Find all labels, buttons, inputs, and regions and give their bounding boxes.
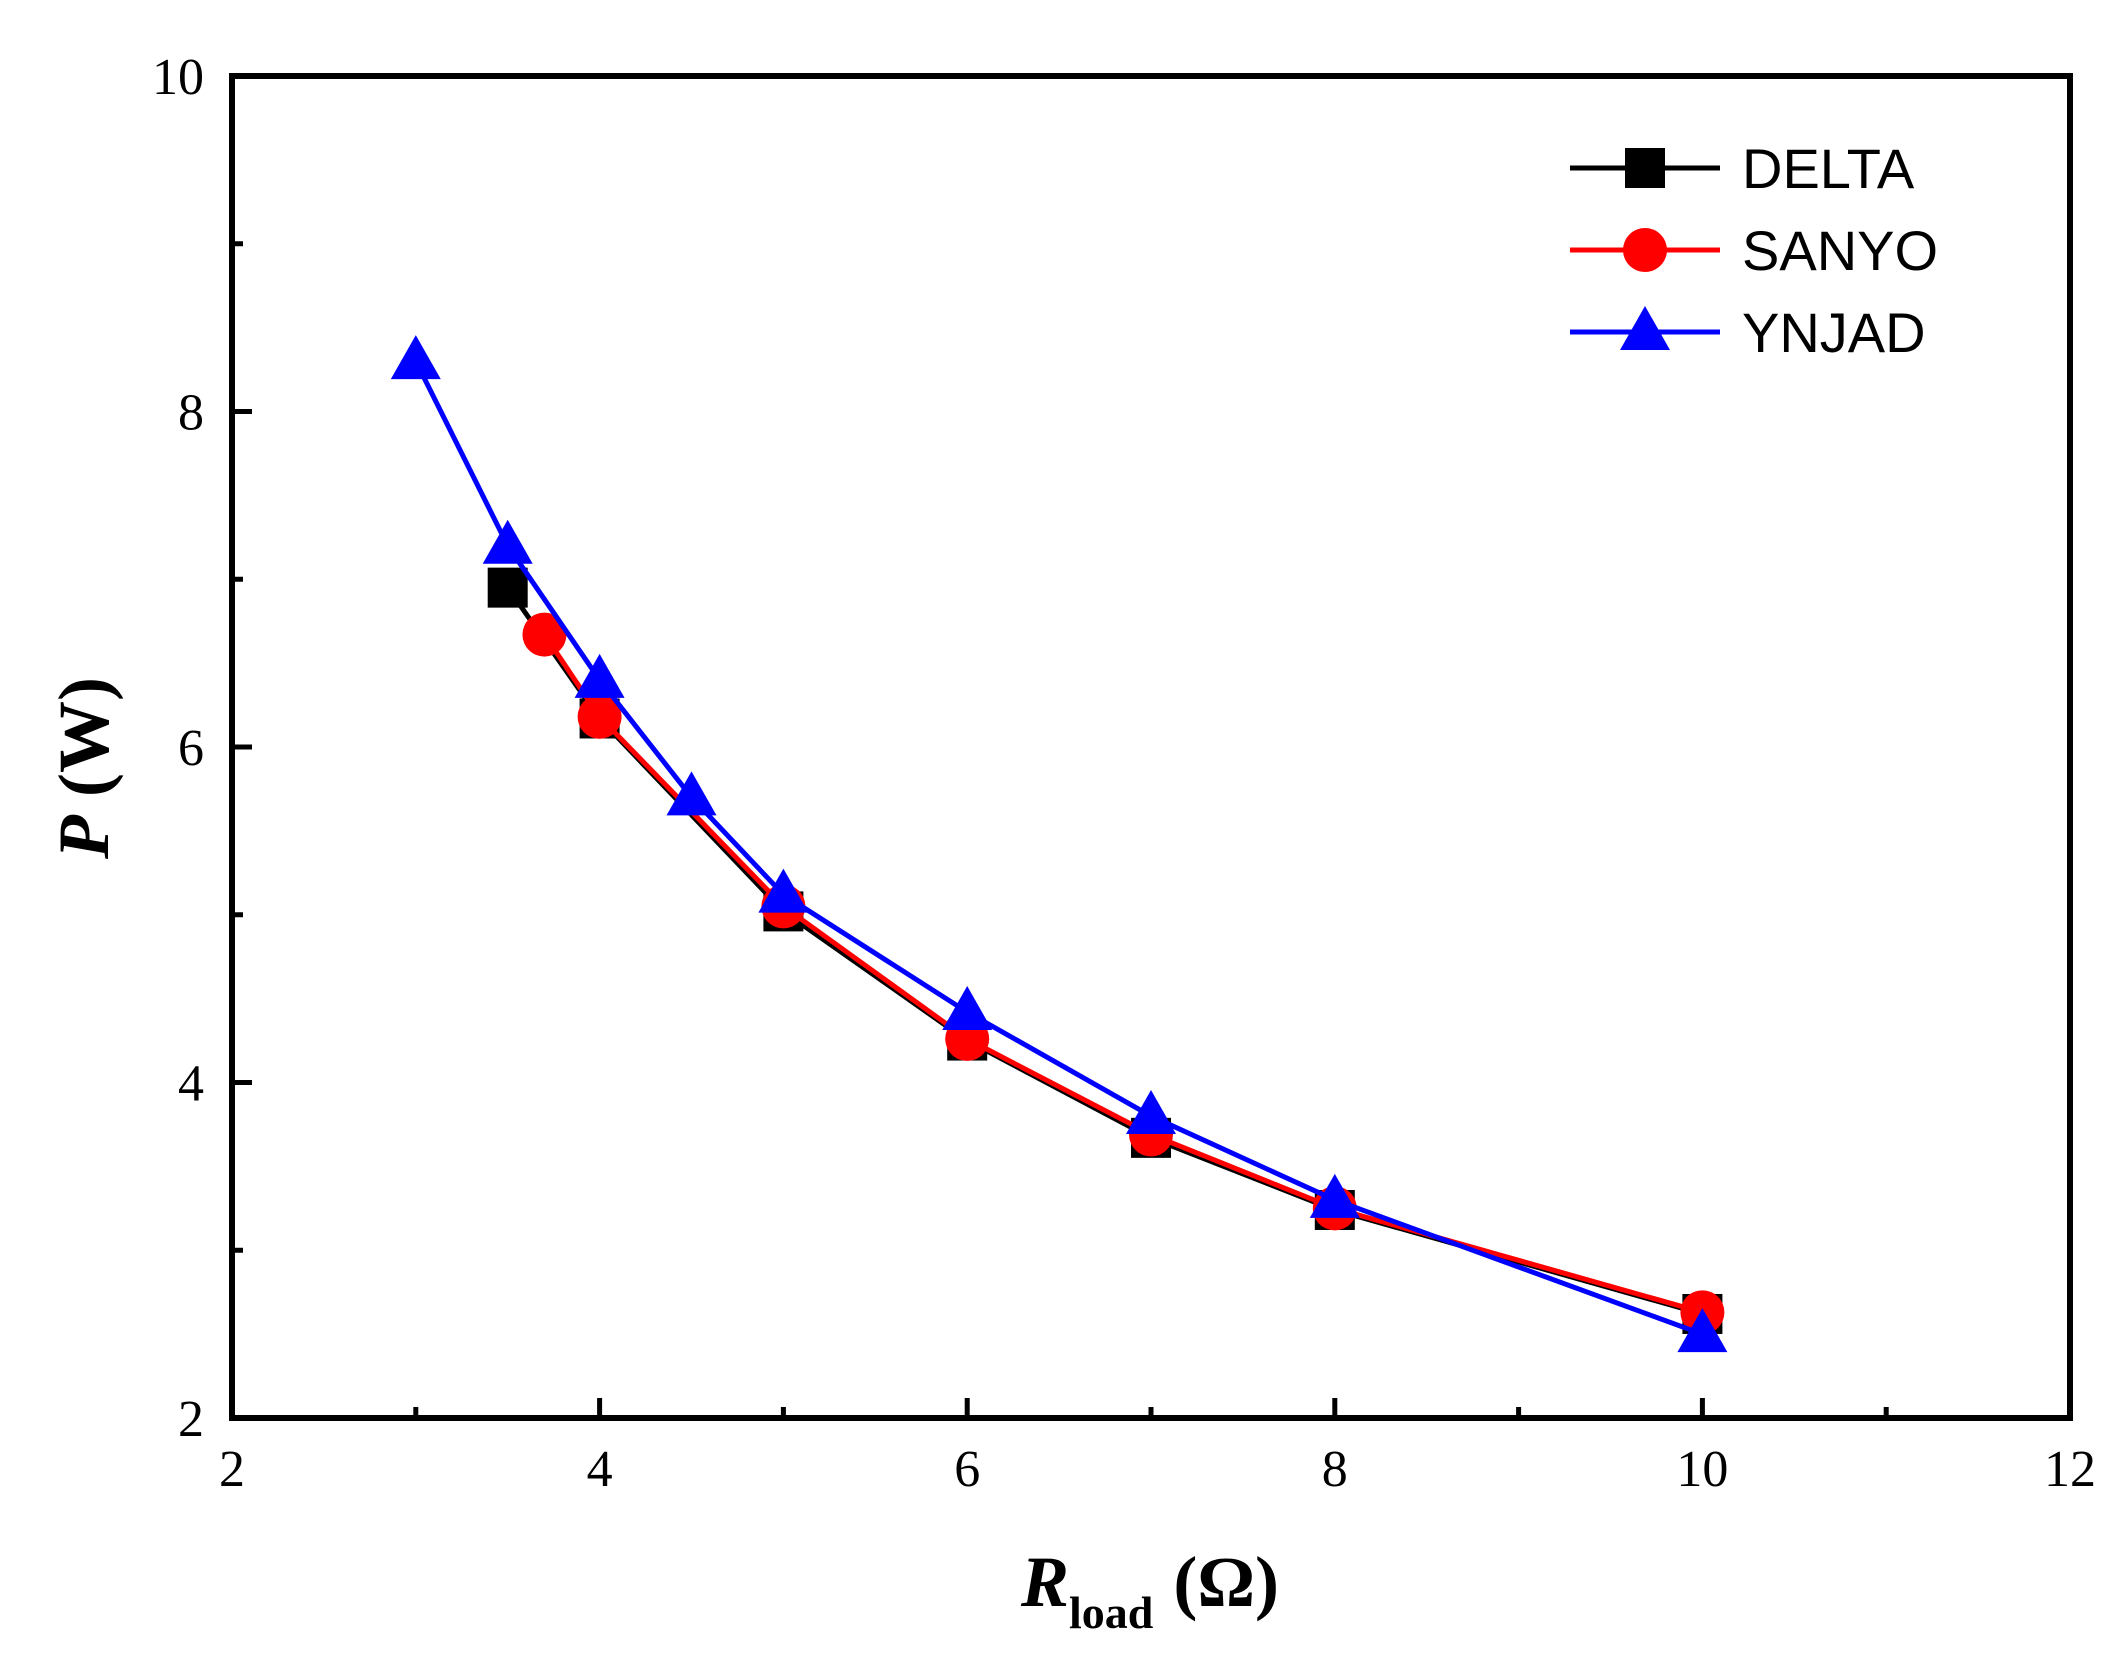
x-tick-label: 6	[954, 1441, 980, 1498]
y-tick-label: 2	[178, 1391, 204, 1448]
legend-item-sanyo: SANYO	[1570, 219, 1938, 282]
x-axis-title-sub: load	[1069, 1587, 1154, 1638]
data-point-ynjad	[666, 771, 717, 816]
legend-label-sanyo: SANYO	[1742, 219, 1938, 282]
data-point-sanyo	[577, 694, 622, 739]
legend-item-ynjad: YNJAD	[1570, 301, 1926, 364]
tick-labels: 2 4 6 8 10 12 2 4 6 8 10	[152, 49, 2096, 1498]
series-line-delta	[505, 586, 1704, 1317]
legend-marker-ynjad	[1620, 306, 1670, 350]
series-ynjad	[390, 335, 1728, 1353]
x-tick-label: 4	[587, 1441, 613, 1498]
series-line-ynjad	[413, 360, 1704, 1337]
data-point-ynjad	[482, 519, 533, 564]
legend-label-delta: DELTA	[1742, 137, 1915, 200]
data-point-ynjad	[758, 868, 809, 913]
legend-marker-sanyo	[1623, 228, 1667, 272]
data-point-ynjad	[390, 335, 441, 380]
data-point-ynjad	[1677, 1308, 1728, 1353]
y-axis-title-main: P	[44, 814, 124, 860]
legend-item-delta: DELTA	[1570, 137, 1915, 200]
data-point-delta	[487, 567, 528, 608]
data-point-ynjad	[1126, 1090, 1176, 1135]
y-tick-label: 8	[178, 385, 204, 442]
data-point-ynjad	[942, 986, 993, 1031]
x-axis-title-main: R	[1020, 1542, 1069, 1622]
x-tick-label: 12	[2044, 1441, 2096, 1498]
x-tick-label: 8	[1322, 1441, 1348, 1498]
x-tick-label: 10	[1676, 1441, 1728, 1498]
y-axis-title: P (W)	[44, 677, 124, 860]
y-tick-label: 4	[178, 1056, 204, 1113]
legend: DELTA SANYO YNJAD	[1570, 137, 1938, 364]
series-line-sanyo	[542, 633, 1704, 1315]
legend-marker-delta	[1625, 148, 1665, 188]
y-tick-label: 10	[152, 49, 204, 106]
data-point-ynjad	[1309, 1173, 1360, 1218]
x-tick-label: 2	[219, 1441, 245, 1498]
series-delta	[487, 567, 1723, 1334]
plot-frame	[229, 73, 2073, 1421]
y-axis-title-unit: (W)	[44, 677, 124, 797]
series-layer	[390, 335, 1728, 1353]
legend-label-ynjad: YNJAD	[1742, 301, 1926, 364]
x-axis-title: Rload (Ω)	[1020, 1542, 1279, 1638]
y-tick-label: 6	[178, 720, 204, 777]
x-axis-title-unit: (Ω)	[1173, 1542, 1279, 1622]
data-point-sanyo	[522, 612, 567, 657]
series-sanyo	[522, 612, 1725, 1335]
data-point-ynjad	[574, 653, 625, 698]
